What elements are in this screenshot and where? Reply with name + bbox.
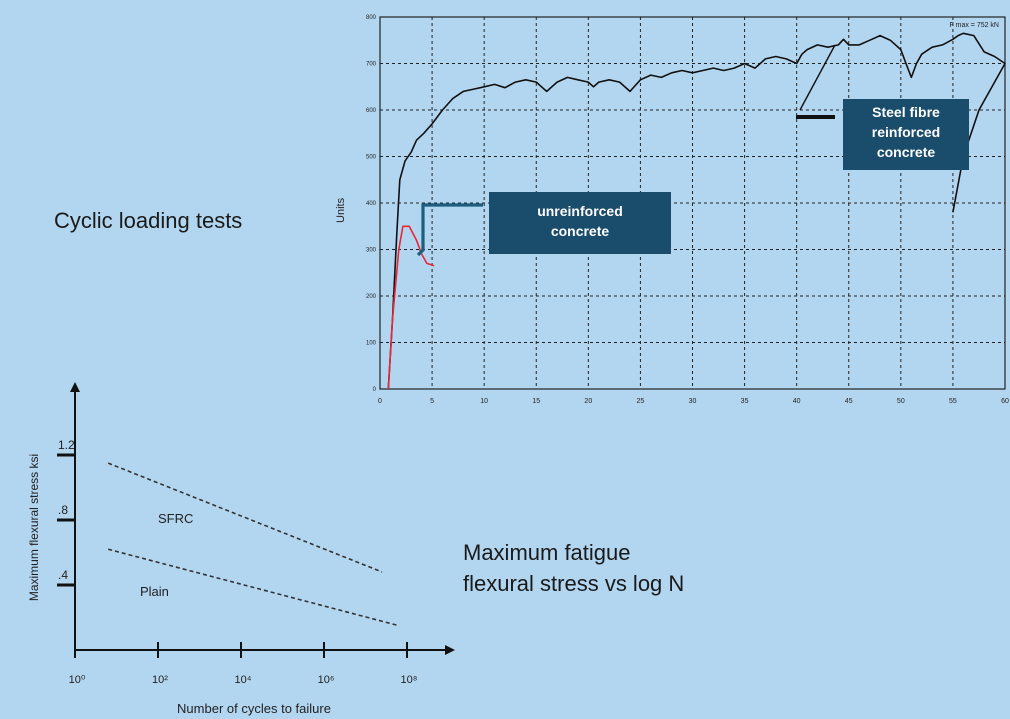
bottom-x-axis-arrow xyxy=(445,645,455,655)
bottom-x-tick-label: 10⁶ xyxy=(318,674,335,686)
bottom-x-tick-label: 10⁸ xyxy=(401,674,418,686)
top-x-tick-label: 15 xyxy=(532,398,540,405)
top-x-tick-label: 50 xyxy=(897,398,905,405)
bottom-x-tick-label: 10² xyxy=(152,674,168,686)
top-x-tick-label: 5 xyxy=(430,398,434,405)
top-y-tick-label: 100 xyxy=(366,341,377,347)
plain-series-line xyxy=(387,225,435,390)
top-x-tick-label: 60 xyxy=(1001,398,1009,405)
top-x-tick-label: 35 xyxy=(741,398,749,405)
sfrc-series-line xyxy=(387,32,1006,390)
top-y-axis-label: Units xyxy=(335,197,347,223)
top-x-tick-label: 25 xyxy=(637,398,645,405)
top-y-tick-label: 600 xyxy=(366,108,377,114)
bottom-y-axis-label: Maximum flexural stress ksi xyxy=(27,454,41,601)
top-y-tick-label: 500 xyxy=(366,155,377,161)
bottom-y-axis-arrow xyxy=(70,382,80,392)
bottom-y-tick-label: 1.2 xyxy=(58,438,75,452)
top-x-tick-label: 45 xyxy=(845,398,853,405)
plain-series-label: Plain xyxy=(140,584,169,599)
top-y-tick-label: 0 xyxy=(373,387,377,393)
top-x-tick-label: 10 xyxy=(480,398,488,405)
plain-fatigue-line xyxy=(107,548,399,627)
top-y-tick-label: 700 xyxy=(366,62,377,68)
caption-line-2: flexural stress vs log N xyxy=(463,571,685,596)
plain-label-text: unreinforced xyxy=(537,203,623,219)
fmax-annotation: F max = 752 kN xyxy=(949,22,999,29)
sfrc-label-text: Steel fibre xyxy=(872,104,940,120)
top-y-tick-label: 200 xyxy=(366,294,377,300)
top-x-tick-label: 30 xyxy=(689,398,697,405)
plain-leader-line xyxy=(416,203,483,257)
stress-vs-logn-chart: 10⁰ 10² 10⁴ 10⁶ 10⁸ .4 .8 1.2 Maximum flexural s… xyxy=(27,382,455,716)
bottom-x-tick-label: 10⁴ xyxy=(235,674,252,686)
sfrc-leader-line xyxy=(799,44,836,111)
sfrc-label-text: concrete xyxy=(877,144,936,160)
top-y-tick-label: 800 xyxy=(366,15,377,21)
bottom-x-tick-label: 10⁰ xyxy=(69,674,86,686)
top-y-tick-label: 300 xyxy=(366,248,377,254)
sfrc-label-text: reinforced xyxy=(872,124,940,140)
sfrc-series-label: SFRC xyxy=(158,511,193,526)
slide-title: Cyclic loading tests xyxy=(54,208,243,233)
plain-label-box xyxy=(489,192,671,254)
plain-label-text: concrete xyxy=(551,223,610,239)
top-y-tick-label: 400 xyxy=(366,201,377,207)
bottom-y-tick-label: .4 xyxy=(58,568,68,582)
top-x-tick-label: 20 xyxy=(584,398,592,405)
sfrc-label-box xyxy=(843,99,969,170)
top-x-tick-label: 0 xyxy=(378,398,382,405)
top-x-tick-label: 40 xyxy=(793,398,801,405)
bottom-y-tick-label: .8 xyxy=(58,503,68,517)
bottom-x-axis-label: Number of cycles to failure xyxy=(177,701,331,716)
caption-line-1: Maximum fatigue xyxy=(463,540,631,565)
load-vs-cycles-chart: 0 5 10 15 20 25 30 35 40 45 50 55 600100200300400500… xyxy=(335,15,1009,405)
top-x-tick-label: 55 xyxy=(949,398,957,405)
sfrc-fatigue-line xyxy=(107,462,383,573)
